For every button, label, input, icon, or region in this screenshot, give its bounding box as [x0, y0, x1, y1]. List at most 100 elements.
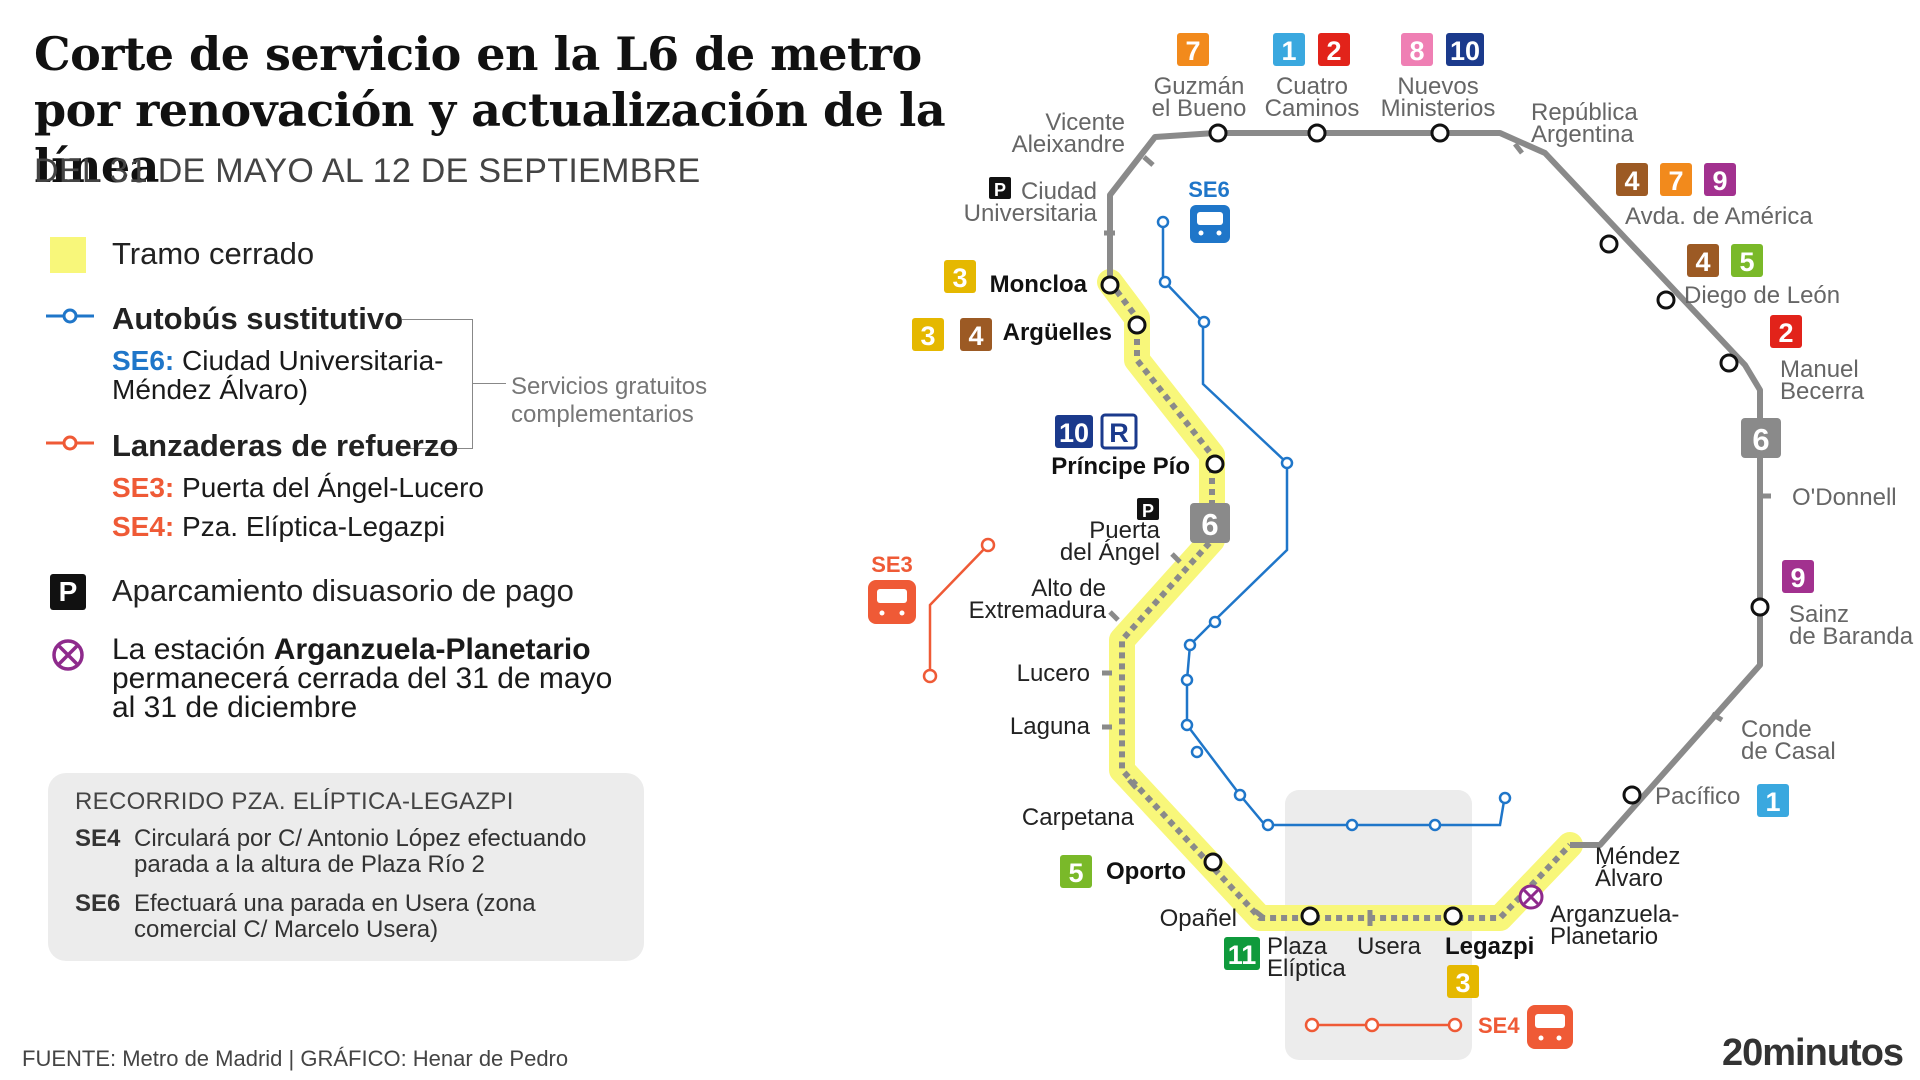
- label-guzman-1: Guzmán: [1154, 73, 1245, 100]
- parking-icon-label: P: [994, 180, 1006, 200]
- se6-stop: [1345, 818, 1359, 832]
- station-tick-alto-extremadura: [1108, 610, 1120, 622]
- se6-stop: [1280, 456, 1294, 470]
- badge-plaza-eliptica-line: [1224, 937, 1260, 970]
- closed-section-swatch: [50, 237, 86, 273]
- station-manuel-becerra: [1719, 353, 1739, 373]
- badge-arguelles-line-label: 3: [920, 321, 935, 351]
- badge-arguelles-line: [912, 318, 944, 351]
- label-arguelles: Argüelles: [1003, 319, 1112, 346]
- se6-stop: [1190, 745, 1204, 759]
- station-sainz-de-baranda: [1750, 597, 1770, 617]
- station-cuatro-caminos: [1307, 123, 1327, 143]
- se6-stop: [1261, 818, 1275, 832]
- label-ciudad-universitaria-1: Ciudad: [1021, 178, 1097, 205]
- line-badges: 7 1 2 8 10 4 7 9 4 5 2 9 1 3 11 5 10 R: [912, 33, 1814, 998]
- badge-oporto-line-label: 5: [1068, 858, 1083, 888]
- se6-stop: [1158, 275, 1172, 289]
- label-moncloa: Moncloa: [990, 271, 1088, 298]
- badge-guzman-line-label: 7: [1185, 36, 1200, 66]
- station-legazpi: [1443, 906, 1463, 926]
- badge-nuevos-ministerios-line-label: 10: [1450, 36, 1480, 66]
- label-ciudad-universitaria-2: Universitaria: [964, 200, 1098, 227]
- label-conde-de-casal-2: de Casal: [1741, 738, 1836, 765]
- label-puerta-angel-1: Puerta: [1089, 517, 1160, 544]
- parking-icon: [989, 177, 1011, 199]
- legend-bracket: [402, 319, 473, 449]
- station-plaza-eliptica: [1300, 906, 1320, 926]
- label-vicente-aleixandre-2: Aleixandre: [1012, 131, 1125, 158]
- route-se4-text: Circulará por C/ Antonio López efectuand…: [134, 825, 587, 878]
- badge-avda-america-line-label: 4: [1624, 166, 1639, 196]
- label-plaza-eliptica-1: Plaza: [1267, 933, 1328, 960]
- label-odonnell: O'Donnell: [1792, 484, 1897, 511]
- badge-pacifico-line: [1757, 784, 1789, 817]
- badge-principe-pio-line-label: 10: [1059, 418, 1089, 448]
- label-sainz-de-baranda-2: de Baranda: [1789, 623, 1914, 650]
- parking-label: Aparcamiento disuasorio de pago: [112, 573, 574, 608]
- se3-code: SE3:: [112, 472, 175, 503]
- badge-diego-de-leon-line-label: 4: [1695, 247, 1710, 277]
- label-arganzuela-1: Arganzuela-: [1550, 901, 1679, 928]
- label-pacifico: Pacífico: [1655, 783, 1740, 810]
- closed-station-icon: [52, 639, 84, 671]
- badge-manuel-becerra-line: [1770, 315, 1802, 348]
- se3-map-label: SE3: [871, 552, 913, 577]
- badge-nuevos-ministerios-line-label: 8: [1409, 36, 1424, 66]
- station-pacifico: [1622, 785, 1642, 805]
- badge-guzman-line: [1177, 33, 1209, 66]
- label-cuatro-caminos-1: Cuatro: [1276, 73, 1348, 100]
- se6-route: Ciudad Universitaria-Méndez Álvaro): [112, 345, 444, 405]
- badge-avda-america-line-label: 7: [1668, 166, 1683, 196]
- label-manuel-becerra-2: Becerra: [1780, 378, 1865, 405]
- label-carpetana: Carpetana: [1022, 804, 1135, 831]
- se6-stops: [1156, 215, 1512, 832]
- page-subtitle: DEL 31 DE MAYO AL 12 DE SEPTIEMBRE: [34, 152, 701, 190]
- label-laguna: Laguna: [1010, 713, 1091, 740]
- label-mendez-alvaro-1: Méndez: [1595, 843, 1680, 870]
- badge-nuevos-ministerios-line: [1401, 33, 1433, 66]
- station-arguelles: [1127, 315, 1147, 335]
- label-manuel-becerra-1: Manuel: [1780, 356, 1859, 383]
- se4-stop: [1447, 1017, 1463, 1033]
- station-tick-opanel: [1253, 909, 1266, 920]
- argan-suffix: permanecerá cerrada del 31 de mayo al 31…: [112, 662, 613, 724]
- label-plaza-eliptica-2: Elíptica: [1267, 955, 1346, 982]
- badge-diego-de-leon-line: [1687, 244, 1719, 277]
- label-cuatro-caminos-2: Caminos: [1265, 95, 1360, 122]
- label-opanel: Opañel: [1160, 905, 1237, 932]
- se6-stop: [1180, 673, 1194, 687]
- legend-bracket-tick: [472, 383, 506, 384]
- badge-avda-america-line-label: 9: [1712, 166, 1727, 196]
- station-oporto: [1203, 852, 1223, 872]
- label-sainz-de-baranda-1: Sainz: [1789, 601, 1849, 628]
- se6-stop: [1208, 615, 1222, 629]
- badge-sainz-de-baranda-line-label: 9: [1790, 563, 1805, 593]
- closed-section-label: Tramo cerrado: [112, 236, 315, 271]
- route-se4-code: SE4: [75, 825, 121, 852]
- label-puerta-angel-2: del Ángel: [1060, 539, 1160, 566]
- bus-replacement-label: Autobús sustitutivo: [112, 301, 404, 336]
- se6-stop: [1233, 788, 1247, 802]
- badge-avda-america-line: [1704, 163, 1736, 196]
- label-principe-pio: Príncipe Pío: [1051, 453, 1190, 480]
- badge-principe-pio-renfe: [1100, 413, 1138, 450]
- se3-stop: [980, 537, 996, 553]
- se6-code: SE6:: [112, 345, 175, 376]
- bus-icon-se4: [1527, 1005, 1573, 1049]
- bus-line-icon: [46, 308, 94, 324]
- badge-legazpi-line: [1447, 965, 1479, 998]
- parking-icon-label: P: [1142, 501, 1154, 521]
- label-vicente-aleixandre-1: Vicente: [1045, 109, 1125, 136]
- se3-stop: [922, 668, 938, 684]
- argan-name: Arganzuela-Planetario: [273, 633, 591, 666]
- se4-stop: [1364, 1017, 1380, 1033]
- label-alto-extremadura-1: Alto de: [1031, 575, 1106, 602]
- route-se6-code: SE6: [75, 890, 121, 917]
- se4-map-label: SE4: [1478, 1013, 1520, 1038]
- station-diego-de-leon: [1656, 290, 1676, 310]
- label-avda-america: Avda. de América: [1625, 203, 1813, 230]
- parking-icon: P: [50, 574, 86, 610]
- route-info-box: [48, 773, 644, 961]
- label-republica-argentina-1: República: [1531, 99, 1638, 126]
